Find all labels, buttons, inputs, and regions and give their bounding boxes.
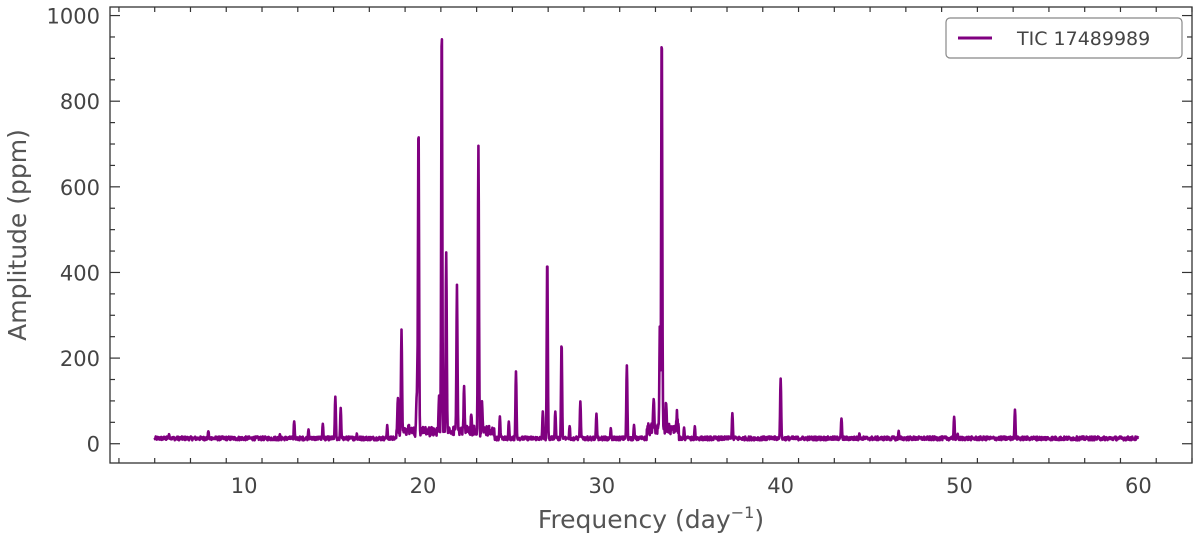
x-axis-label: Frequency (day−1): [538, 503, 764, 534]
legend-box: [945, 17, 1183, 59]
y-tick-label: 200: [60, 347, 100, 371]
x-tick-label: 20: [410, 474, 437, 498]
y-tick-label: 400: [60, 261, 100, 285]
legend: TIC 17489989: [945, 17, 1183, 59]
series-line-tic-17489989: [153, 38, 1140, 442]
plot-frame: [109, 6, 1193, 464]
x-tick-label: 60: [1125, 474, 1152, 498]
x-tick-label: 50: [946, 474, 973, 498]
x-tick-label: 40: [767, 474, 794, 498]
y-tick-label: 1000: [47, 5, 100, 29]
y-axis-label: Amplitude (ppm): [3, 129, 32, 341]
legend-label: TIC 17489989: [1016, 28, 1150, 50]
axis-ticks: [110, 7, 1193, 463]
y-tick-label: 600: [60, 176, 100, 200]
plot-background: [110, 7, 1192, 463]
y-tick-label: 800: [60, 90, 100, 114]
y-tick-label: 0: [87, 433, 100, 457]
x-tick-label: 10: [231, 474, 258, 498]
x-tick-label: 30: [588, 474, 615, 498]
